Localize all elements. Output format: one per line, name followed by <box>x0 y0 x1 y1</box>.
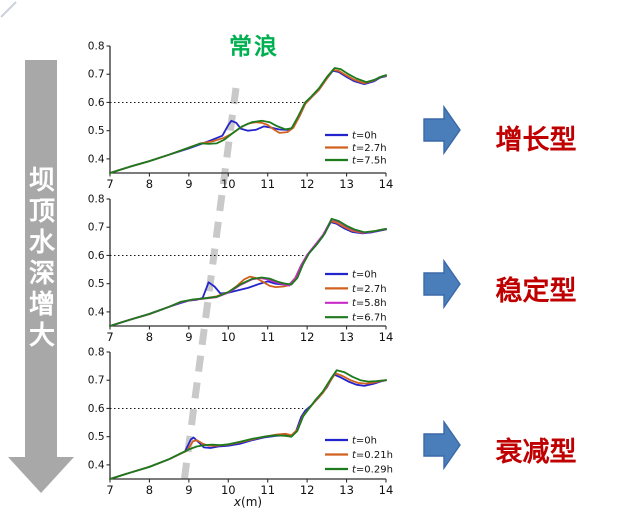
svg-text:12: 12 <box>300 177 315 191</box>
svg-text:0.4: 0.4 <box>88 306 105 318</box>
svg-text:t=0h: t=0h <box>352 269 377 280</box>
chart-panel-stable: 0.4 0.5 0.6 0.7 0.8 7 8 9 10 11 12 13 14 t=0h t=2.7h t=… <box>88 191 410 357</box>
right-arrow-icon <box>423 258 461 310</box>
svg-text:0.8: 0.8 <box>88 41 105 53</box>
svg-text:0.5: 0.5 <box>88 278 105 290</box>
category-label-stable: 稳定型 <box>495 276 577 307</box>
svg-text:10: 10 <box>221 330 236 344</box>
svg-text:12: 12 <box>300 330 315 344</box>
svg-text:14: 14 <box>379 177 394 191</box>
svg-text:t=0h: t=0h <box>352 435 377 446</box>
svg-text:t=2.7h: t=2.7h <box>352 143 387 154</box>
category-label-decay: 衰减型 <box>495 437 577 468</box>
svg-text:9: 9 <box>185 177 192 191</box>
svg-text:9: 9 <box>185 330 192 344</box>
svg-text:0.8: 0.8 <box>88 194 105 206</box>
svg-text:9: 9 <box>185 483 192 497</box>
svg-text:0.7: 0.7 <box>88 222 105 234</box>
depth-increase-arrow <box>8 60 74 493</box>
category-label-growth: 增长型 <box>495 125 577 156</box>
svg-text:12: 12 <box>300 483 315 497</box>
svg-text:13: 13 <box>339 483 354 497</box>
svg-text:13: 13 <box>339 177 354 191</box>
svg-text:11: 11 <box>260 177 275 191</box>
svg-text:t=7.5h: t=7.5h <box>352 155 387 166</box>
depth-increase-label: 坝顶水深增大 <box>28 166 55 351</box>
svg-text:14: 14 <box>379 483 394 497</box>
svg-text:8: 8 <box>146 330 153 344</box>
svg-text:10: 10 <box>221 483 236 497</box>
svg-text:0.6: 0.6 <box>88 97 105 109</box>
arrow-shaft <box>25 60 57 458</box>
corner-mark <box>0 1 17 18</box>
svg-text:t=5.8h: t=5.8h <box>352 298 387 309</box>
svg-text:0.6: 0.6 <box>88 250 105 262</box>
svg-text:0.8: 0.8 <box>88 347 105 359</box>
right-arrow-icon <box>423 104 461 156</box>
svg-text:7: 7 <box>106 330 113 344</box>
chart-panel-growth: 0.4 0.5 0.6 0.7 0.8 7 8 9 10 11 12 13 14 t=0h t=2.7h t=… <box>88 38 410 204</box>
svg-text:11: 11 <box>260 330 275 344</box>
right-arrow-icon <box>423 419 461 471</box>
svg-text:t=6.7h: t=6.7h <box>352 313 387 324</box>
svg-text:t=0.21h: t=0.21h <box>352 450 393 461</box>
svg-text:0.7: 0.7 <box>88 375 105 387</box>
arrow-head-icon <box>8 457 74 493</box>
svg-text:0.5: 0.5 <box>88 125 105 137</box>
svg-text:8: 8 <box>146 177 153 191</box>
svg-text:0.6: 0.6 <box>88 403 105 415</box>
growth-chart-svg: 0.4 0.5 0.6 0.7 0.8 7 8 9 10 11 12 13 14 t=0h t=2.7ht=… <box>88 41 394 192</box>
svg-text:0.4: 0.4 <box>88 459 105 471</box>
svg-text:8: 8 <box>146 483 153 497</box>
svg-text:14: 14 <box>379 330 394 344</box>
chart-panel-decay: 0.4 0.5 0.6 0.7 0.8 7 8 9 10 11 12 13 14 t=0h t=0.21h t… <box>88 344 410 510</box>
svg-text:t=0.29h: t=0.29h <box>352 464 393 475</box>
decay-chart-svg: 0.4 0.5 0.6 0.7 0.8 7 8 9 10 11 12 13 14 t=0h t=0.21h t… <box>88 347 394 510</box>
figure-title: 常浪 <box>229 34 279 60</box>
svg-text:11: 11 <box>260 483 275 497</box>
svg-text:7: 7 <box>106 177 113 191</box>
svg-text:10: 10 <box>221 177 236 191</box>
stable-chart-svg: 0.4 0.5 0.6 0.7 0.8 7 8 9 10 11 12 13 14 t=0h t=2.7h t=… <box>88 194 394 345</box>
svg-text:t=0h: t=0h <box>352 130 377 141</box>
svg-text:13: 13 <box>339 330 354 344</box>
svg-text:0.7: 0.7 <box>88 69 105 81</box>
svg-text:7: 7 <box>106 483 113 497</box>
svg-text:x(m): x(m) <box>233 495 262 509</box>
svg-text:t=2.7h: t=2.7h <box>352 284 387 295</box>
svg-text:0.4: 0.4 <box>88 153 105 165</box>
svg-text:0.5: 0.5 <box>88 431 105 443</box>
